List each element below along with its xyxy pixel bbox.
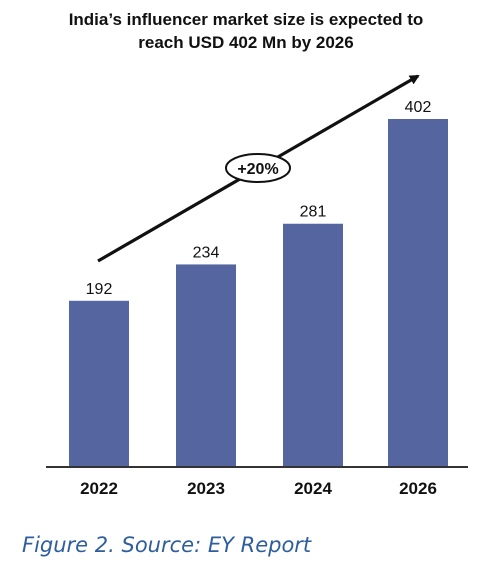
x-tick-label-2024: 2024 [294, 479, 332, 498]
chart-title-line-1: India’s influencer market size is expect… [68, 10, 424, 29]
data-label-2024: 281 [300, 204, 327, 221]
chart-title-line-2: reach USD 402 Mn by 2026 [138, 33, 354, 52]
data-label-2026: 402 [405, 99, 432, 116]
bar-2024 [283, 223, 343, 467]
growth-annotation-label: +20% [237, 161, 278, 178]
chart-title: India’s influencer market size is expect… [0, 8, 492, 54]
data-label-2022: 192 [86, 281, 113, 298]
bar-2022 [69, 300, 129, 467]
labels-layer: 192 2022 234 2023 281 2024 402 2026 [80, 99, 437, 498]
x-tick-label-2022: 2022 [80, 479, 118, 498]
growth-annotation-ellipse [225, 153, 291, 183]
data-label-2023: 234 [193, 244, 220, 261]
bars-layer [69, 119, 448, 467]
bar-chart: +20% 192 2022 234 2023 281 2024 402 2026 [46, 74, 468, 498]
figure-caption: Figure 2. Source: EY Report [22, 533, 312, 557]
x-tick-label-2023: 2023 [187, 479, 225, 498]
bar-2023 [176, 264, 236, 467]
x-tick-label-2026: 2026 [399, 479, 437, 498]
bar-2026 [388, 119, 448, 467]
